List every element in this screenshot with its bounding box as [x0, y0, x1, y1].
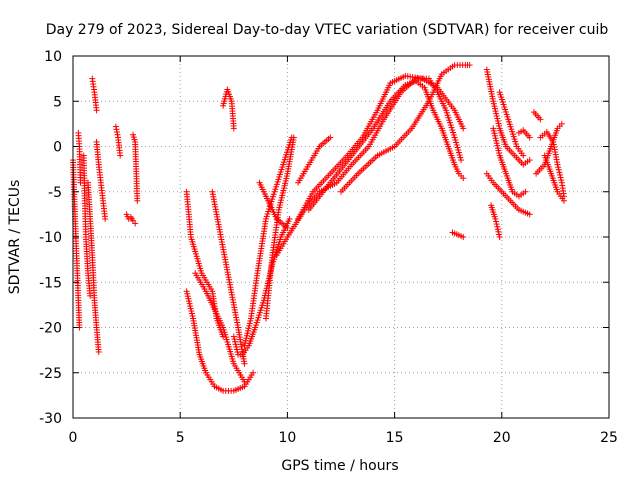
data-point [520, 152, 527, 159]
data-point [537, 116, 544, 123]
data-point [233, 343, 240, 350]
data-point [558, 120, 565, 127]
data-point [496, 231, 503, 238]
data-point [496, 234, 503, 240]
data-points [70, 62, 567, 394]
data-point [526, 157, 533, 164]
x-tick-label: 15 [386, 430, 404, 446]
data-point [286, 215, 293, 222]
axis-ticks [72, 55, 610, 419]
data-point [134, 197, 141, 204]
data-point [557, 174, 564, 181]
data-point [458, 157, 465, 164]
data-point [231, 336, 238, 343]
data-point [526, 134, 533, 141]
data-point [451, 134, 458, 141]
data-point [558, 177, 565, 184]
y-tick-label: -10 [39, 230, 62, 246]
data-point [526, 211, 533, 218]
data-point [230, 125, 237, 132]
data-point [492, 215, 499, 222]
data-point [460, 175, 467, 182]
data-point [460, 234, 467, 240]
data-point [492, 218, 499, 225]
data-point [456, 152, 463, 159]
data-point [455, 147, 462, 154]
data-point [494, 226, 501, 233]
grid-lines [72, 55, 610, 419]
y-tick-label: -25 [39, 366, 62, 382]
y-tick-label: 0 [53, 140, 62, 156]
data-point [560, 197, 567, 204]
data-point [327, 134, 334, 141]
x-tick-label: 20 [493, 430, 511, 446]
x-tick-label: 5 [176, 430, 185, 446]
data-point [112, 123, 119, 130]
x-tick-label: 0 [69, 430, 78, 446]
y-tick-labels: -30 -25 -20 -15 -10 -5 0 5 10 [39, 49, 62, 427]
data-point [234, 349, 241, 356]
data-point [230, 333, 237, 340]
data-point [113, 126, 120, 133]
data-point [453, 141, 460, 148]
data-point [117, 152, 124, 159]
data-point [457, 154, 464, 161]
data-point [556, 169, 563, 176]
data-point [556, 171, 563, 178]
data-point [554, 161, 561, 168]
y-tick-label: -30 [39, 411, 62, 427]
data-point [493, 221, 500, 228]
x-axis-label: GPS time / hours [281, 458, 398, 474]
data-point [114, 131, 121, 138]
data-point [495, 228, 502, 235]
data-point [494, 223, 501, 230]
chart-title: Day 279 of 2023, Sidereal Day-to-day VTE… [46, 22, 609, 38]
x-tick-labels: 0 5 10 15 20 25 [69, 430, 618, 446]
data-point [555, 166, 562, 173]
data-point [466, 62, 473, 69]
y-axis-label: SDTVAR / TECUs [7, 180, 23, 295]
data-point [241, 378, 248, 385]
y-tick-label: -5 [48, 185, 62, 201]
data-point [250, 369, 257, 376]
data-point [555, 164, 562, 171]
data-point [113, 129, 120, 136]
data-point [233, 346, 240, 353]
y-tick-label: -20 [39, 321, 62, 337]
x-tick-label: 10 [278, 430, 296, 446]
data-point [284, 224, 291, 231]
y-tick-label: 5 [53, 94, 62, 110]
data-point [453, 139, 460, 146]
data-point [232, 341, 239, 348]
data-point [460, 125, 467, 132]
data-point [522, 188, 529, 195]
data-point [77, 179, 84, 186]
data-point [232, 338, 239, 345]
data-point [93, 107, 100, 114]
y-tick-label: -15 [39, 275, 62, 291]
data-point [452, 136, 459, 143]
data-point [102, 215, 109, 222]
data-point [290, 134, 297, 141]
data-point [241, 360, 248, 367]
data-point [454, 144, 461, 151]
data-point [132, 220, 139, 227]
y-tick-label: 10 [44, 49, 62, 65]
x-tick-label: 25 [600, 430, 618, 446]
data-point [95, 348, 102, 355]
data-point [455, 149, 462, 156]
data-point [87, 292, 94, 299]
